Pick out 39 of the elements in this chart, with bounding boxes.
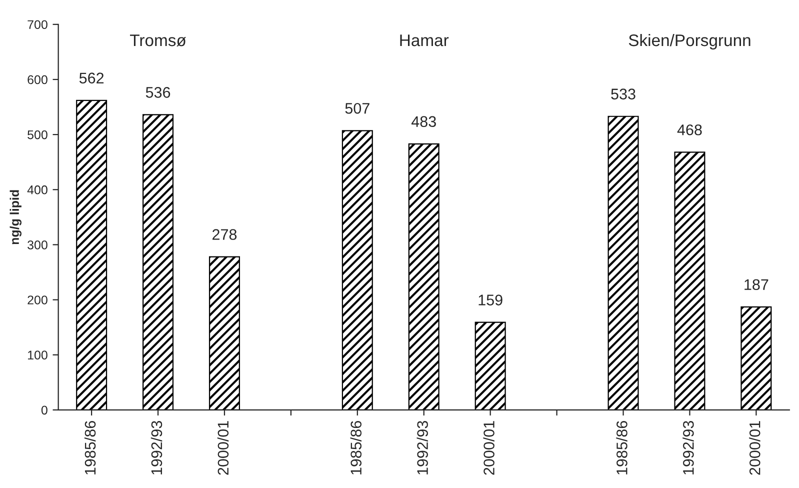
data-label: 278 (212, 229, 237, 240)
y-tick-label: 700 (28, 20, 48, 30)
x-tick-label: 1992/93 (416, 421, 428, 474)
y-tick-label: 300 (28, 240, 48, 250)
annotation: Tromsø (130, 34, 186, 46)
data-label: 187 (744, 279, 768, 290)
data-label: 483 (411, 116, 436, 128)
x-tick-label: 2000/01 (217, 421, 229, 475)
bar (474, 322, 506, 410)
annotation: Hamar (400, 34, 449, 46)
x-tick-label: 2000/01 (483, 421, 494, 475)
data-label: 533 (611, 88, 636, 100)
data-label: 159 (478, 294, 502, 306)
data-label: 507 (345, 102, 370, 114)
y-tick-label: 400 (27, 185, 48, 194)
data-label: 468 (677, 124, 702, 136)
bar (740, 306, 772, 410)
x-tick-label: 1992/93 (150, 421, 162, 474)
annotation: Skien/Porsgrunn (628, 34, 750, 50)
x-tick-label: 1985/86 (616, 421, 628, 474)
bar (408, 143, 440, 410)
bar (674, 152, 706, 410)
bar (342, 130, 373, 410)
y-tick-label: 500 (28, 130, 48, 140)
x-tick-label: 2000/01 (749, 421, 760, 475)
y-tick-label: 0 (41, 406, 48, 415)
x-tick-label: 1985/86 (84, 421, 96, 474)
x-tick-label: 1992/93 (682, 421, 694, 474)
y-tick-label: 600 (28, 75, 48, 84)
y-axis-title: ng/g lipid (10, 190, 22, 244)
bar (76, 100, 108, 410)
x-tick-label: 1985/86 (350, 421, 362, 474)
bar (608, 116, 639, 410)
bar (208, 256, 240, 410)
data-label: 536 (146, 86, 170, 98)
y-tick-label: 100 (28, 350, 48, 360)
bar (142, 114, 174, 410)
y-tick-label: 200 (28, 296, 48, 304)
data-label: 562 (79, 72, 104, 84)
